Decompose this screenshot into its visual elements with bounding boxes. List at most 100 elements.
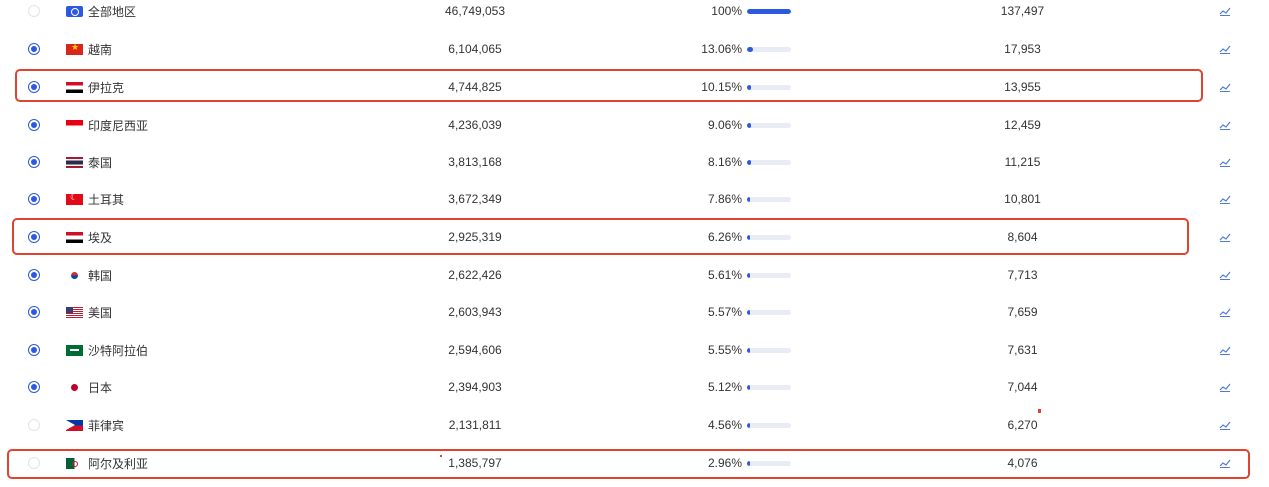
share-bar xyxy=(747,347,791,353)
trend-chart-icon[interactable] xyxy=(1219,368,1235,406)
trend-chart-icon[interactable] xyxy=(1219,0,1235,30)
country-cell: 伊拉克 xyxy=(66,68,266,106)
table-row[interactable]: 土耳其 3,672,349 7.86% 10,801 xyxy=(0,180,1269,218)
percent-cell: 4.56% xyxy=(700,406,810,444)
country-name: 印度尼西亚 xyxy=(88,118,149,133)
percent-cell: 10.15% xyxy=(700,68,810,106)
row-radio[interactable] xyxy=(28,293,44,331)
table-row[interactable]: 印度尼西亚 4,236,039 9.06% 12,459 xyxy=(0,106,1269,144)
share-bar-fill xyxy=(747,84,752,90)
users-value: 3,672,349 xyxy=(448,192,502,206)
country-cell: 阿尔及利亚 xyxy=(66,444,266,482)
row-radio[interactable] xyxy=(28,106,44,144)
trend-chart-icon[interactable] xyxy=(1219,256,1235,294)
percent-value: 10.15% xyxy=(701,80,742,94)
row-radio[interactable] xyxy=(28,180,44,218)
percent-cell: 6.26% xyxy=(700,218,810,256)
table-row[interactable]: 日本 2,394,903 5.12% 7,044 xyxy=(0,368,1269,406)
share-bar xyxy=(747,159,791,165)
percent-value: 5.61% xyxy=(707,268,742,282)
users-value: 4,236,039 xyxy=(448,118,502,132)
share-bar-fill xyxy=(747,422,750,428)
table-row[interactable]: 美国 2,603,943 5.57% 7,659 xyxy=(0,293,1269,331)
row-radio[interactable] xyxy=(28,406,44,444)
country-cell: 美国 xyxy=(66,293,266,331)
percent-cell: 5.61% xyxy=(700,256,810,294)
percent-value: 100% xyxy=(711,4,742,18)
country-cell: 日本 xyxy=(66,368,266,406)
trend-chart-icon[interactable] xyxy=(1219,406,1235,444)
percent-value: 9.06% xyxy=(707,118,742,132)
row-radio[interactable] xyxy=(28,68,44,106)
users-value: 2,394,903 xyxy=(448,380,502,394)
percent-cell: 5.57% xyxy=(700,293,810,331)
row-radio[interactable] xyxy=(28,331,44,369)
share-bar-fill xyxy=(747,347,750,353)
country-cell: 沙特阿拉伯 xyxy=(66,331,266,369)
table-row[interactable]: 韩国 2,622,426 5.61% 7,713 xyxy=(0,256,1269,294)
vietnam-flag-icon xyxy=(66,43,83,55)
percent-cell: 5.12% xyxy=(700,368,810,406)
count-value: 6,270 xyxy=(1007,418,1038,432)
percent-value: 6.26% xyxy=(707,230,742,244)
share-bar xyxy=(747,84,791,90)
table-row[interactable]: 阿尔及利亚 1,385,797 2.96% 4,076 xyxy=(0,444,1269,482)
table-row[interactable]: 伊拉克 4,744,825 10.15% 13,955 xyxy=(0,68,1269,106)
row-radio[interactable] xyxy=(28,368,44,406)
trend-chart-icon[interactable] xyxy=(1219,106,1235,144)
country-cell: 菲律宾 xyxy=(66,406,266,444)
row-radio[interactable] xyxy=(28,256,44,294)
trend-chart-icon[interactable] xyxy=(1219,143,1235,181)
count-value: 17,953 xyxy=(1004,42,1041,56)
table-row[interactable]: 泰国 3,813,168 8.16% 11,215 xyxy=(0,143,1269,181)
row-radio[interactable] xyxy=(28,143,44,181)
saudi-flag-icon xyxy=(66,344,83,356)
row-radio[interactable] xyxy=(28,30,44,68)
table-row[interactable]: 越南 6,104,065 13.06% 17,953 xyxy=(0,30,1269,68)
trend-chart-icon[interactable] xyxy=(1219,218,1235,256)
share-bar xyxy=(747,272,791,278)
users-value: 6,104,065 xyxy=(448,42,502,56)
share-bar xyxy=(747,46,791,52)
count-value: 8,604 xyxy=(1007,230,1038,244)
share-bar xyxy=(747,309,791,315)
share-bar xyxy=(747,234,791,240)
percent-value: 5.57% xyxy=(707,305,742,319)
count-value: 13,955 xyxy=(1004,80,1041,94)
trend-chart-icon[interactable] xyxy=(1219,331,1235,369)
users-value: 2,603,943 xyxy=(448,305,502,319)
row-radio[interactable] xyxy=(28,218,44,256)
users-value: 2,594,606 xyxy=(448,343,502,357)
count-value: 10,801 xyxy=(1004,192,1041,206)
trend-chart-icon[interactable] xyxy=(1219,68,1235,106)
percent-value: 7.86% xyxy=(707,192,742,206)
percent-cell: 13.06% xyxy=(700,30,810,68)
trend-chart-icon[interactable] xyxy=(1219,293,1235,331)
percent-cell: 8.16% xyxy=(700,143,810,181)
indonesia-flag-icon xyxy=(66,119,83,131)
table-row[interactable]: 沙特阿拉伯 2,594,606 5.55% 7,631 xyxy=(0,331,1269,369)
users-value: 3,813,168 xyxy=(448,155,502,169)
users-value: 2,925,319 xyxy=(448,230,502,244)
trend-chart-icon[interactable] xyxy=(1219,444,1235,482)
percent-value: 2.96% xyxy=(707,456,742,470)
usa-flag-icon xyxy=(66,306,83,318)
users-value: 2,131,811 xyxy=(448,418,502,432)
users-value: 46,749,053 xyxy=(444,4,506,18)
table-row[interactable]: 全部地区 46,749,053 100% 137,497 xyxy=(0,0,1269,30)
korea-flag-icon xyxy=(66,269,83,281)
row-radio[interactable] xyxy=(28,0,44,30)
percent-value: 5.55% xyxy=(707,343,742,357)
share-bar-fill xyxy=(747,234,750,240)
table-row[interactable]: 埃及 2,925,319 6.26% 8,604 xyxy=(0,218,1269,256)
count-value: 7,631 xyxy=(1007,343,1038,357)
table-row[interactable]: 菲律宾 2,131,811 4.56% 6,270 xyxy=(0,406,1269,444)
trend-chart-icon[interactable] xyxy=(1219,30,1235,68)
row-radio[interactable] xyxy=(28,444,44,482)
percent-cell: 2.96% xyxy=(700,444,810,482)
count-value: 7,044 xyxy=(1007,380,1038,394)
share-bar-fill xyxy=(747,46,753,52)
philippines-flag-icon xyxy=(66,419,83,431)
country-cell: 泰国 xyxy=(66,143,266,181)
trend-chart-icon[interactable] xyxy=(1219,180,1235,218)
